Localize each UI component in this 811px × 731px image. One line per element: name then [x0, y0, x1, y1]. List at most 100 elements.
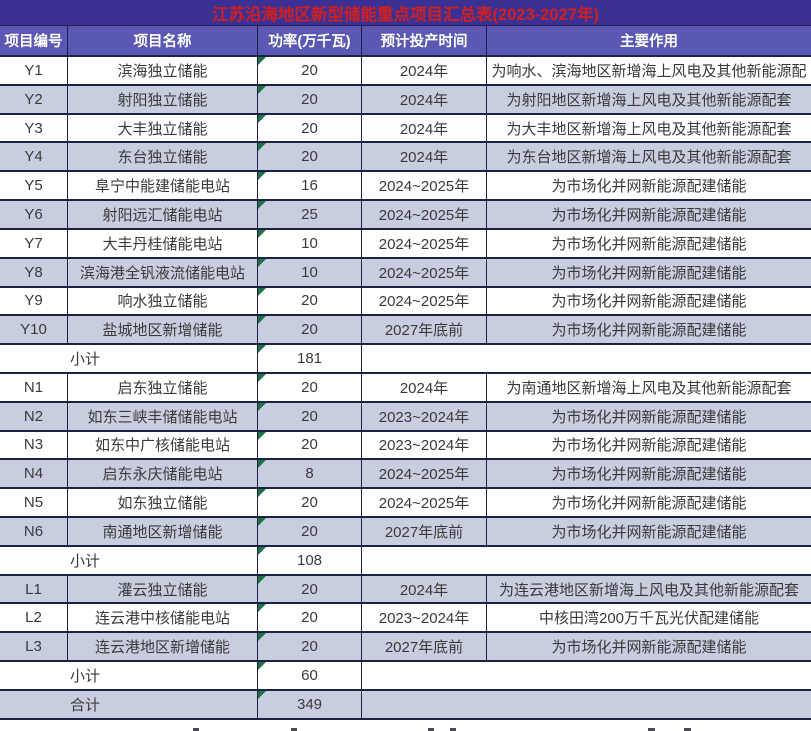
- excel-error-flag-triangle-icon: [258, 373, 266, 382]
- cell-project-id: L3: [0, 633, 68, 661]
- excel-error-flag-triangle-icon: [258, 662, 266, 671]
- cell-production-time: 2024年: [362, 57, 487, 84]
- excel-error-flag-triangle-icon: [258, 431, 266, 440]
- cell-project-id: L1: [0, 575, 68, 603]
- cell-production-time: 2024年: [362, 114, 487, 142]
- cell-project-id: N4: [0, 460, 68, 488]
- cell-summary-power: 181: [258, 345, 362, 372]
- cell-project-id: Y5: [0, 172, 68, 200]
- excel-error-flag-triangle-icon: [258, 604, 266, 613]
- cell-project-name: 灌云独立储能: [68, 575, 258, 603]
- excel-error-flag-triangle-icon: [258, 201, 266, 210]
- cell-project-id: N2: [0, 402, 68, 430]
- cell-power: 16: [258, 172, 362, 200]
- cell-production-time: 2024~2025年: [362, 258, 487, 286]
- cell-power: 20: [258, 143, 362, 171]
- table-row: N5 如东独立储能 20 2024~2025年 为市场化并网新能源配建储能: [0, 489, 811, 518]
- cell-main-purpose: 为市场化并网新能源配建储能: [551, 322, 747, 340]
- cell-project-id: Y6: [0, 201, 68, 228]
- cell-project-name: 盐城地区新增储能: [68, 316, 258, 344]
- cell-summary-empty: [362, 691, 811, 718]
- excel-error-flag-triangle-icon: [258, 546, 266, 555]
- cell-production-time: 2027年底前: [362, 518, 487, 545]
- excel-error-flag-triangle-icon: [258, 402, 266, 411]
- cell-power: 10: [258, 229, 362, 257]
- cell-main-purpose: 为市场化并网新能源配建储能: [551, 408, 747, 426]
- cell-power: 20: [258, 402, 362, 430]
- cell-project-name: 连云港地区新增储能: [68, 633, 258, 661]
- header-cell-time: 预计投产时间: [362, 26, 487, 55]
- cell-project-id: Y2: [0, 85, 68, 113]
- excel-error-flag-triangle-icon: [258, 143, 266, 152]
- cell-project-id: Y8: [0, 258, 68, 286]
- cell-main-purpose: 为市场化并网新能源配建储能: [551, 639, 747, 657]
- cell-production-time: 2024~2025年: [362, 172, 487, 200]
- table-row: Y3 大丰独立储能 20 2024年 为大丰地区新增海上风电及其他新能源配套: [0, 114, 811, 144]
- table-row: Y1 滨海独立储能 20 2024年 为响水、滨海地区新增海上风电及其他新能源配: [0, 57, 811, 86]
- cell-power: 20: [258, 85, 362, 113]
- cell-main-purpose: 为响水、滨海地区新增海上风电及其他新能源配: [491, 62, 807, 80]
- header-cell-power: 功率(万千瓦): [258, 26, 362, 55]
- cell-production-time: 2027年底前: [362, 633, 487, 661]
- cell-summary-label: 合计: [0, 690, 258, 718]
- cell-power: 20: [258, 373, 362, 401]
- cell-production-time: 2023~2024年: [362, 431, 487, 459]
- excel-error-flag-triangle-icon: [258, 460, 266, 469]
- cell-project-id: N3: [0, 431, 68, 459]
- table-row: Y4 东台独立储能 20 2024年 为东台地区新增海上风电及其他新能源配套: [0, 143, 811, 173]
- cell-main-purpose: 为射阳地区新增海上风电及其他新能源配套: [506, 91, 792, 109]
- cell-summary-label: 小计: [0, 546, 258, 574]
- cell-production-time: 2024年: [362, 373, 487, 401]
- cell-project-id: Y1: [0, 57, 68, 84]
- excel-error-flag-triangle-icon: [258, 85, 266, 94]
- cell-main-purpose: 为市场化并网新能源配建储能: [551, 523, 747, 541]
- table-row: Y2 射阳独立储能 20 2024年 为射阳地区新增海上风电及其他新能源配套: [0, 85, 811, 115]
- table-header-row: 项目编号 项目名称 功率(万千瓦) 预计投产时间 主要作用: [0, 26, 811, 57]
- cell-main-purpose: 为市场化并网新能源配建储能: [551, 293, 747, 311]
- excel-error-flag-triangle-icon: [258, 489, 266, 498]
- cell-production-time: 2024年: [362, 85, 487, 113]
- cell-main-purpose: 为市场化并网新能源配建储能: [551, 495, 747, 513]
- cell-main-purpose: 为大丰地区新增海上风电及其他新能源配套: [506, 120, 792, 138]
- cell-project-id: Y10: [0, 316, 68, 344]
- cell-project-id: N1: [0, 373, 68, 401]
- cell-main-purpose: 为市场化并网新能源配建储能: [551, 437, 747, 455]
- cell-power: 20: [258, 633, 362, 661]
- excel-error-flag-triangle-icon: [258, 229, 266, 238]
- cell-project-name: 射阳远汇储能电站: [68, 201, 258, 228]
- summary-row: 合计 349: [0, 690, 811, 720]
- excel-error-flag-triangle-icon: [258, 345, 266, 354]
- excel-error-flag-triangle-icon: [258, 518, 266, 526]
- header-cell-project-id: 项目编号: [0, 26, 68, 55]
- excel-error-flag-triangle-icon: [258, 114, 266, 123]
- cell-power: 20: [258, 575, 362, 603]
- cell-project-id: Y9: [0, 287, 68, 315]
- clipped-next-row: [0, 719, 811, 731]
- cell-main-purpose: 为市场化并网新能源配建储能: [551, 178, 747, 196]
- table-row: Y8 滨海港全钒液流储能电站 10 2024~2025年 为市场化并网新能源配建…: [0, 258, 811, 288]
- cell-summary-empty: [362, 662, 811, 689]
- cell-project-id: L2: [0, 604, 68, 632]
- cell-summary-power: 108: [258, 546, 362, 574]
- cell-power: 8: [258, 460, 362, 488]
- excel-error-flag-triangle-icon: [258, 287, 266, 296]
- excel-error-flag-triangle-icon: [258, 575, 266, 584]
- cell-power: 20: [258, 316, 362, 344]
- cell-summary-power: 60: [258, 662, 362, 689]
- summary-row: 小计 181: [0, 345, 811, 374]
- cell-production-time: 2024年: [362, 575, 487, 603]
- cell-project-name: 东台独立储能: [68, 143, 258, 171]
- cell-summary-empty: [362, 547, 811, 574]
- cell-project-name: 大丰独立储能: [68, 114, 258, 142]
- cell-production-time: 2024~2025年: [362, 287, 487, 315]
- excel-error-flag-triangle-icon: [258, 172, 266, 181]
- cell-summary-label: 小计: [0, 662, 258, 689]
- cell-power: 25: [258, 201, 362, 228]
- cell-main-purpose: 为东台地区新增海上风电及其他新能源配套: [506, 149, 792, 167]
- cell-project-name: 启东独立储能: [68, 373, 258, 401]
- cell-project-id: Y7: [0, 229, 68, 257]
- cell-production-time: 2023~2024年: [362, 402, 487, 430]
- table-row: N2 如东三峡丰储储能电站 20 2023~2024年 为市场化并网新能源配建储…: [0, 402, 811, 432]
- cell-main-purpose: 为市场化并网新能源配建储能: [551, 264, 747, 282]
